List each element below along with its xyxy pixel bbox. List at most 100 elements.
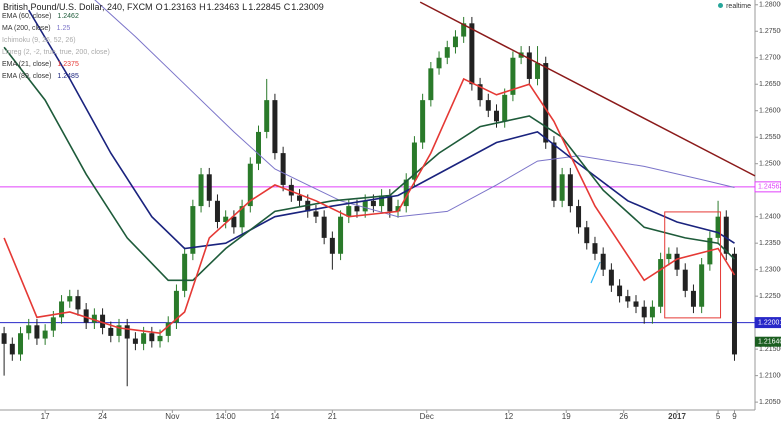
candle-body xyxy=(50,317,56,331)
candle-body xyxy=(379,195,385,207)
candle-body xyxy=(731,253,737,355)
indicator-row: EMA (89, close) 1.2485 xyxy=(2,73,79,80)
candle-body xyxy=(67,296,73,302)
indicator-row: EMA (60, close) 1.2462 xyxy=(2,13,79,20)
readout-value: 1.22845 xyxy=(248,2,281,12)
candle-body xyxy=(715,216,721,238)
indicator-row: MA (200, close) 1.25 xyxy=(2,25,70,32)
x-tick-label: 21 xyxy=(328,412,337,421)
candle-body xyxy=(469,23,475,85)
candle-body xyxy=(124,325,130,339)
candle-body xyxy=(444,47,450,58)
indicator-name: EMA (60, close) xyxy=(2,13,52,20)
candle-body xyxy=(649,306,655,318)
indicator-name: EMA (21, close) xyxy=(2,61,52,68)
candle-body xyxy=(403,179,409,207)
header: British Pound/U.S. Dollar, 240, FXCM O 1.2… xyxy=(3,2,327,12)
candle-body xyxy=(666,253,672,260)
indicator-value: 1.2485 xyxy=(57,73,79,80)
indicator-line xyxy=(94,0,735,218)
readout-value: 1.23463 xyxy=(206,2,240,12)
y-tick-label: 1.23000 xyxy=(759,267,781,274)
candle-body xyxy=(256,131,262,164)
candle-body xyxy=(34,325,40,339)
candle-body xyxy=(321,216,327,238)
y-tick-label: 1.27000 xyxy=(759,55,781,62)
indicator-name: EMA (89, close) xyxy=(2,73,52,80)
indicator-name: MA (200, close) xyxy=(2,25,51,32)
candle-body xyxy=(625,296,631,302)
candle-body xyxy=(559,174,565,201)
candle-body xyxy=(452,36,458,48)
candle-body xyxy=(272,100,278,154)
candle-body xyxy=(329,237,335,254)
candle-body xyxy=(608,269,614,286)
candle-body xyxy=(543,63,549,143)
y-tick-label: 1.21500 xyxy=(759,346,781,353)
y-tick-label: 1.26000 xyxy=(759,108,781,115)
candle-body xyxy=(633,301,639,307)
candle-body xyxy=(600,253,606,270)
indicator-row: EMA (21, close) 1.2375 xyxy=(2,61,79,68)
indicator-name: Linreg (2, -2, true, true, 200, close) xyxy=(2,49,110,56)
candle-body xyxy=(247,163,253,207)
candle-body xyxy=(338,216,344,254)
indicator-name: Ichimoku (9, 26, 52, 26) xyxy=(2,37,76,44)
y-tick-label: 1.28000 xyxy=(759,2,781,9)
trend-line xyxy=(419,1,756,177)
candle-body xyxy=(100,314,106,328)
candle-body xyxy=(206,174,212,201)
candle-body xyxy=(18,333,24,355)
symbol-title: British Pound/U.S. Dollar, 240, FXCM xyxy=(3,2,153,12)
y-tick-label: 1.25500 xyxy=(759,134,781,141)
x-tick-label: 26 xyxy=(619,412,628,421)
price-badge-label: 1.22001 xyxy=(758,319,781,326)
candle-body xyxy=(42,330,48,339)
candle-body xyxy=(535,63,541,79)
candle-body xyxy=(214,200,220,222)
plot-area xyxy=(0,0,756,387)
candle-body xyxy=(641,306,647,318)
candle-body xyxy=(280,153,286,185)
indicator-row: Ichimoku (9, 26, 52, 26) xyxy=(2,37,76,44)
x-tick-label: 17 xyxy=(41,412,50,421)
y-tick-label: 1.25000 xyxy=(759,161,781,168)
x-tick-label: 14:00 xyxy=(216,412,237,421)
candle-body xyxy=(699,264,705,307)
candle-body xyxy=(354,206,360,212)
candle-body xyxy=(288,184,294,196)
candle-body xyxy=(223,216,229,222)
annotation-box xyxy=(664,211,722,319)
candle-body xyxy=(264,100,270,132)
candle-body xyxy=(493,110,499,122)
y-tick-label: 1.26500 xyxy=(759,81,781,88)
readout-letter: L xyxy=(242,2,248,12)
candle-body xyxy=(592,243,598,254)
candle-body xyxy=(149,333,155,342)
price-axis xyxy=(755,0,781,421)
indicator-value: 1.25 xyxy=(56,25,71,32)
candle-body xyxy=(9,343,15,355)
candle-body xyxy=(510,57,516,95)
candle-body xyxy=(576,206,582,228)
candle-body xyxy=(182,253,188,291)
candle-body xyxy=(132,338,138,344)
candle-body xyxy=(190,206,196,254)
readout-letter: H xyxy=(199,2,206,12)
candle-body xyxy=(297,195,303,201)
candle-body xyxy=(83,309,89,323)
candle-body xyxy=(346,206,352,217)
readout-letter: O xyxy=(155,2,163,12)
y-tick-label: 1.23500 xyxy=(759,240,781,247)
x-tick-label: Dec xyxy=(420,412,434,421)
candle-body xyxy=(395,206,401,212)
indicator-value: 1.2462 xyxy=(57,13,79,20)
x-tick-label: 5 xyxy=(716,412,721,421)
last-price-badge xyxy=(755,336,781,347)
y-tick-label: 1.24000 xyxy=(759,214,781,221)
x-tick-label: 12 xyxy=(504,412,513,421)
x-tick-label: 19 xyxy=(562,412,571,421)
candle-body xyxy=(239,206,245,228)
